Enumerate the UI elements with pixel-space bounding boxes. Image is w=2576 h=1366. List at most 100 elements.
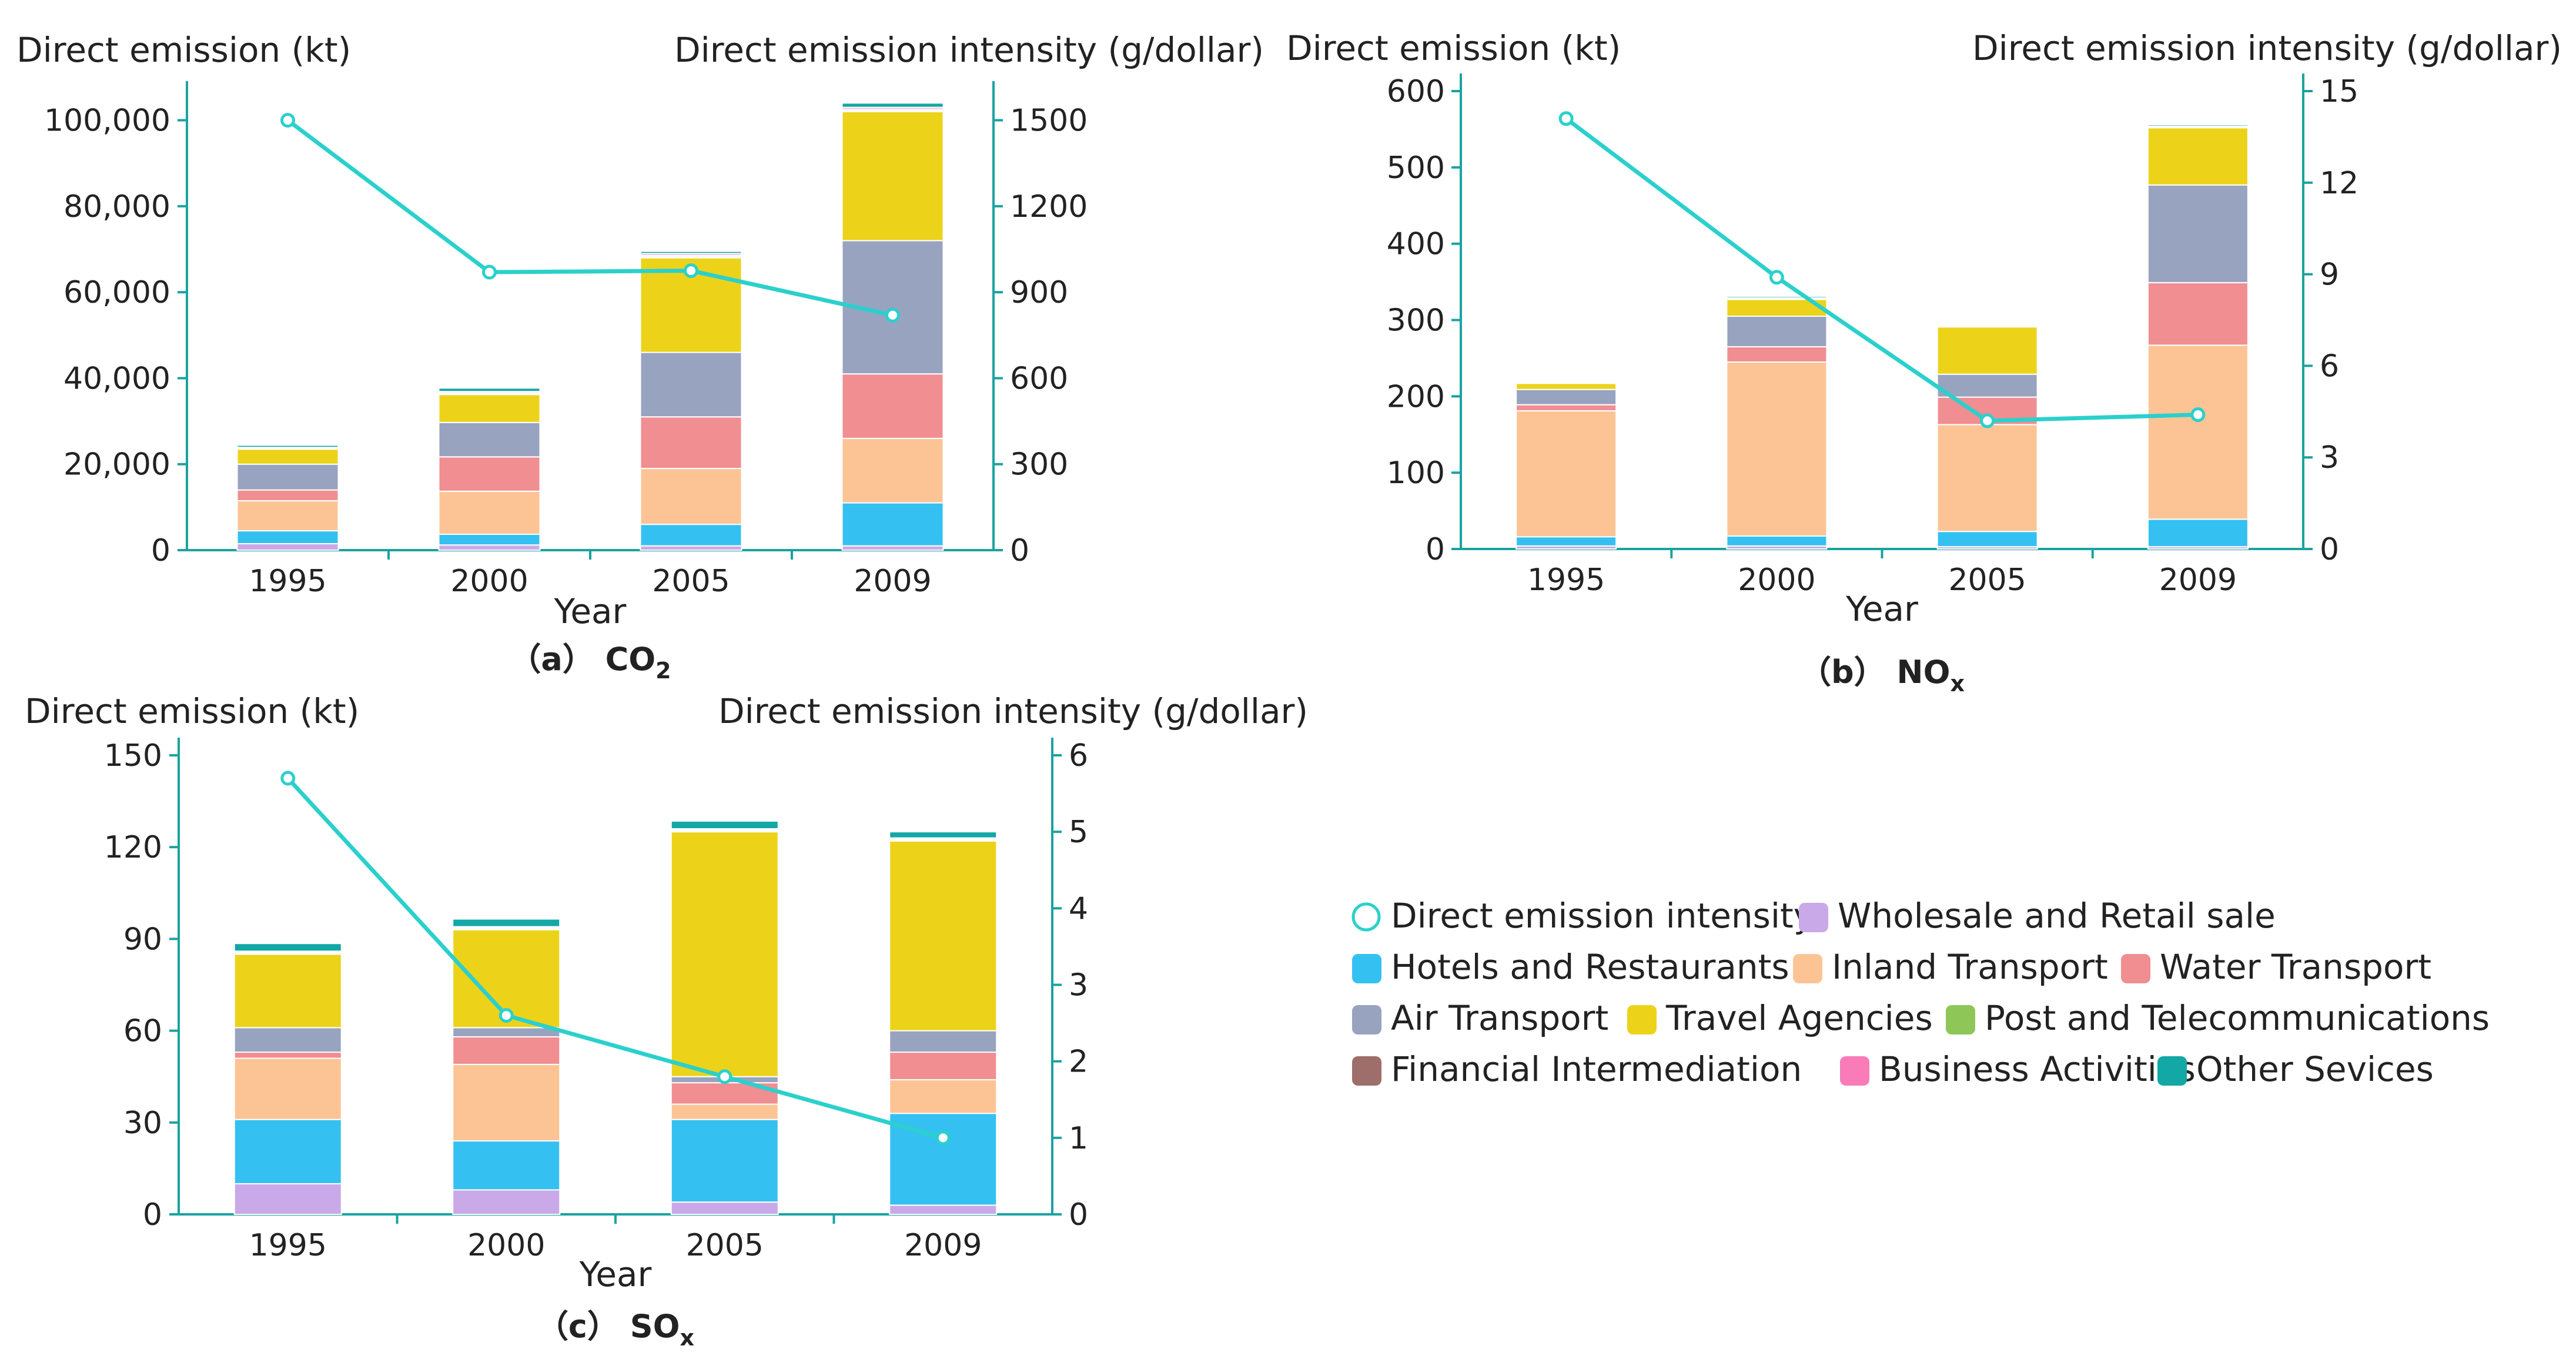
bar-segment [889, 831, 998, 839]
bar-segment [452, 1036, 561, 1065]
bar-segment [236, 489, 339, 501]
bar-segment [670, 820, 779, 829]
legend-swatch [1352, 954, 1381, 983]
y-tick-label: 0 [151, 533, 170, 568]
y-tick-label: 80,000 [63, 189, 170, 225]
bar-segment [1726, 316, 1828, 347]
y2-tick-label: 900 [1010, 275, 1068, 310]
bar-segment [889, 1052, 998, 1080]
bar-segment [438, 533, 541, 546]
chart-panel-1: Direct emission (kt) Direct emission inte… [16, 30, 1264, 684]
caption-subscript: x [1951, 671, 1965, 697]
bar-segment [841, 102, 944, 108]
bar-segment [841, 502, 944, 547]
bar-segment [438, 394, 541, 423]
legend-swatch [1793, 954, 1822, 983]
bar-segment [1936, 531, 2038, 548]
x-tick-label: 2000 [1738, 563, 1815, 598]
chart-panel-3: Direct emission (kt) Direct emission inte… [25, 691, 1308, 1351]
y2-tick-label: 2 [1069, 1044, 1088, 1080]
y2-tick-label: 12 [2320, 166, 2358, 201]
caption-subscript: x [680, 1325, 695, 1351]
bar-segment [236, 444, 339, 448]
y-tick-label: 600 [1387, 74, 1445, 109]
bar-segment [841, 437, 944, 504]
legend-swatch [1352, 1005, 1381, 1034]
x-tick-label: 2009 [2159, 563, 2237, 598]
bar-segment [1516, 389, 1617, 406]
y2-axis-title: Direct emission intensity (g/dollar) [674, 30, 1264, 70]
x-tick-label: 2000 [450, 564, 528, 599]
y-axis-title: Direct emission (kt) [16, 30, 351, 70]
legend-item-label: Financial Intermediation [1391, 1049, 1802, 1089]
bar-segment [452, 1063, 561, 1142]
intensity-point [1980, 413, 1995, 428]
x-axis-title: Year [579, 1254, 652, 1294]
legend-item-label: Other Sevices [2196, 1049, 2434, 1089]
bar-segment [670, 1103, 779, 1120]
legend-swatch [1352, 1056, 1381, 1086]
bar-segment [438, 421, 541, 458]
y-tick-label: 150 [104, 738, 162, 774]
x-tick-label: 2009 [904, 1228, 982, 1263]
y2-axis-title: Direct emission intensity (g/dollar) [1972, 28, 2562, 68]
x-tick-label: 1995 [1527, 563, 1605, 598]
y-tick-label: 0 [1426, 532, 1445, 567]
legend-swatch [2157, 1056, 2187, 1086]
y-tick-label: 200 [1387, 379, 1445, 414]
bar-segment [233, 1057, 342, 1120]
y-tick-label: 90 [123, 922, 162, 957]
intensity-point [280, 113, 295, 128]
bar-segment [2147, 184, 2249, 283]
x-tick-label: 2005 [1948, 563, 2026, 598]
bar-segment [233, 953, 342, 1029]
y-tick-label: 300 [1387, 303, 1445, 339]
legend-swatch [1840, 1056, 1869, 1086]
bar-segment [841, 373, 944, 439]
intensity-point [280, 771, 296, 786]
y-tick-label: 30 [123, 1106, 162, 1141]
y2-tick-label: 6 [2320, 349, 2339, 384]
legend-item-label: Business Activities [1879, 1049, 2196, 1089]
bar-segment [640, 351, 742, 418]
x-tick-label: 1995 [249, 1228, 327, 1263]
legend-item-label: Water Transport [2160, 947, 2431, 987]
bar-segment [670, 831, 779, 1077]
caption-main: CO [605, 641, 656, 678]
chart-caption: （b） NOx [1799, 654, 1965, 697]
bar-segment [2147, 282, 2249, 346]
bar-segment [1516, 383, 1617, 390]
y2-tick-label: 1200 [1010, 189, 1088, 225]
bar-segment [233, 1183, 342, 1216]
bar-segment [236, 543, 339, 551]
caption-prefix: （a） [509, 641, 605, 678]
bar-segment [1936, 324, 2038, 326]
y-tick-label: 60 [123, 1014, 162, 1049]
intensity-point [717, 1069, 732, 1084]
bar-segment [1516, 410, 1617, 538]
x-tick-label: 2005 [652, 564, 730, 599]
y2-tick-label: 9 [2320, 257, 2339, 293]
y-axis-title: Direct emission (kt) [25, 691, 359, 731]
bar-segment [236, 500, 339, 532]
y2-tick-label: 1500 [1010, 103, 1088, 139]
y2-tick-label: 3 [1069, 968, 1088, 1003]
intensity-point [885, 307, 900, 323]
bar-segment [889, 1079, 998, 1114]
y-tick-label: 100,000 [44, 103, 170, 139]
y-tick-label: 0 [143, 1197, 162, 1233]
caption-prefix: （c） [537, 1308, 630, 1345]
intensity-point [935, 1130, 951, 1146]
y2-tick-label: 4 [1069, 891, 1088, 926]
legend-swatch [1627, 1005, 1657, 1034]
y2-tick-label: 600 [1010, 361, 1068, 396]
bar-segment [452, 1140, 561, 1191]
legend-swatch [1946, 1005, 1975, 1034]
caption-prefix: （b） [1799, 654, 1896, 691]
bar-segment [236, 530, 339, 545]
bar-segment [670, 1201, 779, 1216]
caption-subscript: 2 [655, 658, 671, 684]
legend-item-label: Travel Agencies [1665, 998, 1933, 1038]
bar-segment [438, 456, 541, 492]
